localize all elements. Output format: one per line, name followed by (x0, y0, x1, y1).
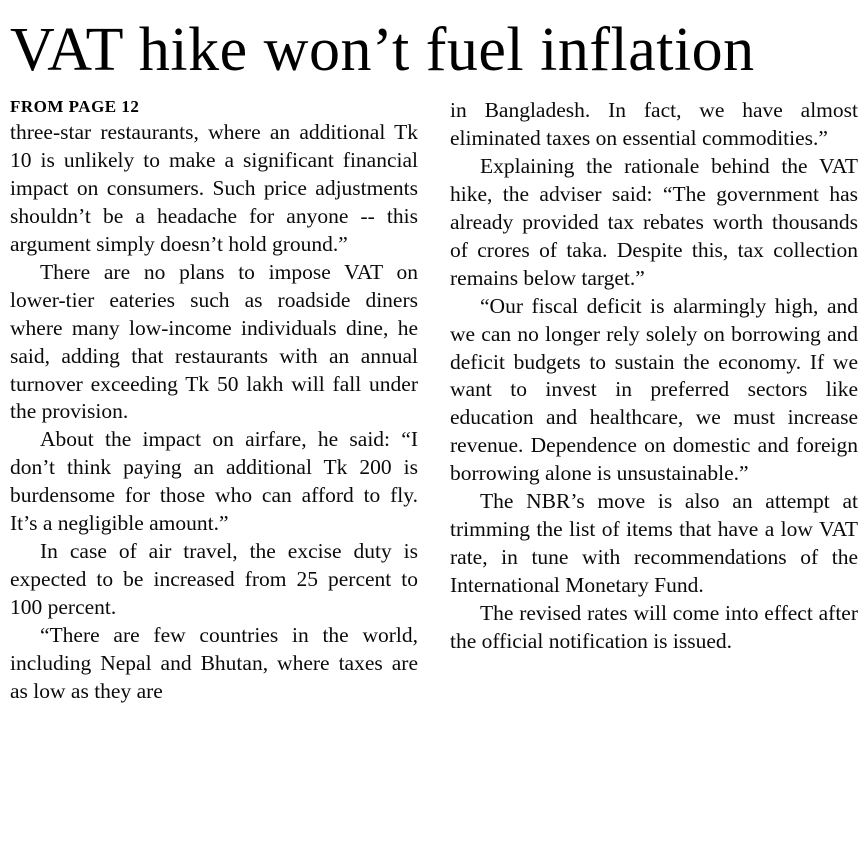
article-paragraph: in Bangladesh. In fact, we have almost e… (450, 98, 858, 151)
article-paragraph: In case of air travel, the excise duty i… (10, 539, 418, 620)
article-headline: VAT hike won’t fuel inflation (10, 16, 755, 84)
article-columns: FROM PAGE 12 three-star restaurants, whe… (10, 97, 858, 706)
article-column-right: in Bangladesh. In fact, we have almost e… (450, 97, 858, 656)
article-paragraph: Explaining the rationale behind the VAT … (450, 153, 858, 290)
article-column-left: FROM PAGE 12 three-star restaurants, whe… (10, 97, 418, 706)
article-paragraph: The revised rates will come into effect … (450, 600, 858, 653)
article-paragraph: “There are few countries in the world, i… (10, 622, 418, 703)
article-paragraph: There are no plans to impose VAT on lowe… (10, 259, 418, 424)
article-paragraph: About the impact on airfare, he said: “I… (10, 427, 418, 536)
article-paragraph: three-star restaurants, where an additio… (10, 120, 418, 256)
continued-from-label: FROM PAGE 12 (10, 97, 140, 117)
article-paragraph: The NBR’s move is also an attempt at tri… (450, 489, 858, 598)
article-paragraph: “Our fiscal deficit is alarmingly high, … (450, 293, 858, 486)
